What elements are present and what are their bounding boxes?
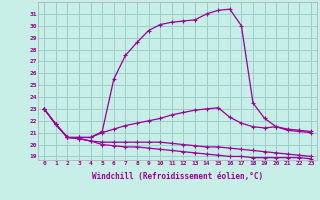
X-axis label: Windchill (Refroidissement éolien,°C): Windchill (Refroidissement éolien,°C) <box>92 172 263 181</box>
